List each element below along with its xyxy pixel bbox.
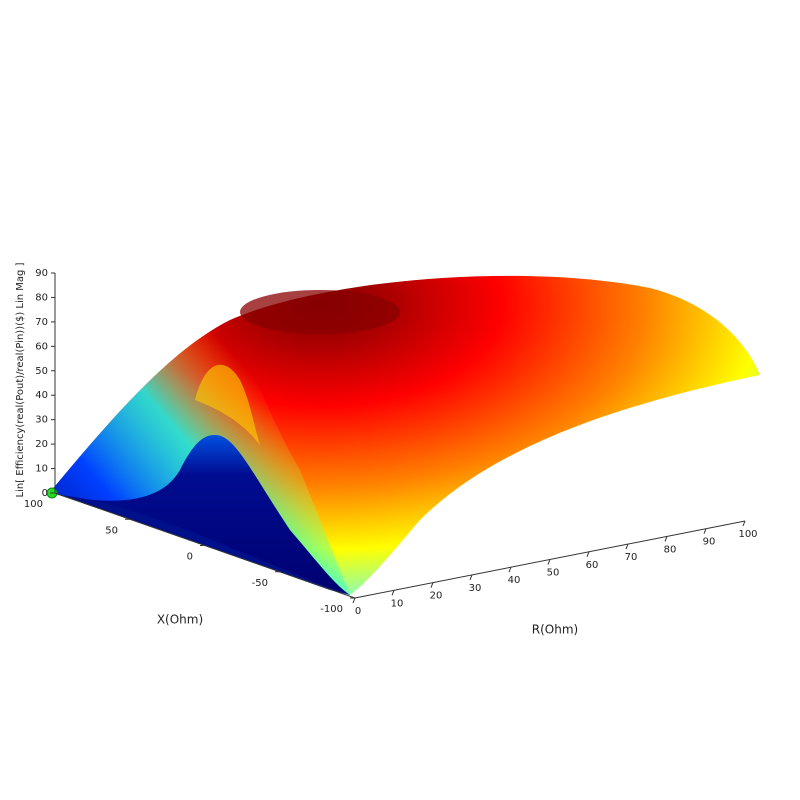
- x-tick-label: 90: [703, 537, 716, 548]
- x-tick: [625, 543, 629, 550]
- x-tick-label: 70: [625, 552, 638, 563]
- x-tick-label: 10: [391, 598, 404, 609]
- y-axis-label: X(Ohm): [157, 613, 203, 627]
- z-tick-label: 60: [35, 341, 48, 352]
- x-tick-label: 60: [586, 560, 599, 571]
- z-tick-label: 80: [35, 292, 48, 303]
- x-tick-label: 40: [508, 575, 521, 586]
- surface-ridge: [195, 364, 260, 445]
- x-tick-label: 80: [664, 544, 677, 555]
- z-tick-label: 30: [35, 415, 48, 426]
- x-tick: [742, 520, 746, 527]
- x-tick: [703, 528, 707, 534]
- z-tick-label: 90: [35, 268, 48, 279]
- x-tick-label: 100: [738, 529, 757, 540]
- x-tick-label: 30: [469, 583, 482, 594]
- surface-peak: [60, 435, 350, 595]
- y-tick-label: -50: [252, 578, 268, 589]
- z-tick-label: 50: [35, 366, 48, 377]
- y-tick-label: 50: [105, 525, 118, 536]
- z-tick-label: 40: [35, 390, 48, 401]
- x-tick: [352, 597, 356, 604]
- y-tick-label: 0: [187, 552, 193, 563]
- x-tick-label: 20: [430, 591, 443, 602]
- x-tick: [547, 559, 551, 565]
- y-tick-label: 100: [24, 499, 43, 510]
- z-axis-label: Lin[ Efficiency(real(Pout)/real(Pin))($)…: [15, 262, 26, 497]
- x-tick: [391, 590, 395, 596]
- x-axis-label: R(Ohm): [532, 623, 578, 637]
- x-tick-label: 0: [355, 606, 361, 617]
- x-tick: [430, 582, 434, 588]
- y-tick-label: -100: [320, 604, 343, 615]
- x-tick: [469, 574, 473, 581]
- x-tick-label: 50: [547, 568, 560, 579]
- surface: [46, 275, 760, 595]
- z-tick-label: 10: [35, 464, 48, 475]
- z-tick-label: 70: [35, 317, 48, 328]
- x-tick: [508, 567, 512, 573]
- surface-max-region: [240, 290, 400, 334]
- z-tick-label: 20: [35, 439, 48, 450]
- x-tick: [586, 551, 590, 557]
- x-tick: [664, 536, 668, 542]
- z-tick-label: 0: [42, 488, 48, 499]
